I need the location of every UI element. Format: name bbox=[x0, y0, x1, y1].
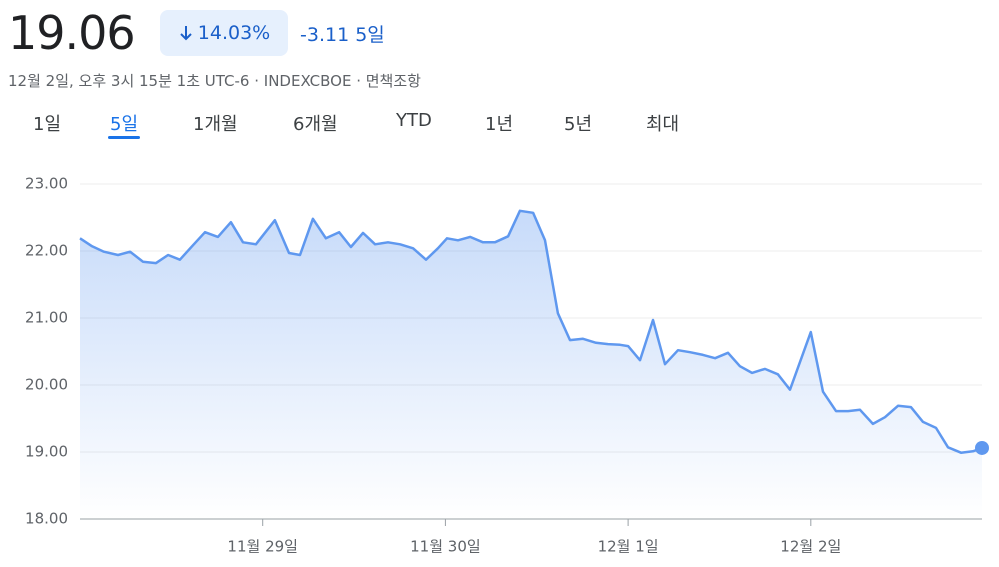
tab[interactable]: YTD bbox=[396, 110, 432, 131]
y-tick-label: 18.00 bbox=[25, 510, 68, 528]
x-tick-label: 11월 29일 bbox=[227, 538, 298, 556]
tab[interactable]: 1개월 bbox=[193, 114, 238, 135]
x-tick-label: 11월 30일 bbox=[410, 538, 481, 556]
price-line bbox=[79, 209, 983, 454]
y-tick-label: 19.00 bbox=[25, 443, 68, 461]
last-point bbox=[975, 440, 989, 455]
period: 5일 bbox=[355, 24, 385, 46]
change-value: -3.11 bbox=[300, 24, 350, 46]
tab[interactable]: 5년 bbox=[564, 114, 593, 135]
y-tick-label: 21.00 bbox=[25, 309, 68, 327]
y-tick-label: 23.00 bbox=[25, 175, 68, 193]
tab[interactable]: 1년 bbox=[485, 114, 514, 135]
tab[interactable]: 1일 bbox=[33, 114, 62, 135]
price: 19.06 bbox=[8, 6, 136, 60]
y-tick-label: 20.00 bbox=[25, 376, 68, 394]
x-tick-label: 12월 2일 bbox=[780, 538, 841, 556]
area bbox=[80, 210, 982, 520]
x-tick-label: 12월 1일 bbox=[598, 538, 659, 556]
change-percent: 14.03% bbox=[197, 22, 271, 44]
tab[interactable]: 5일 bbox=[110, 114, 139, 135]
tab[interactable]: 6개월 bbox=[293, 114, 338, 135]
change-badge: 14.03% bbox=[160, 10, 288, 56]
down-arrow bbox=[180, 26, 192, 41]
subtitle: 12월 2일, 오후 3시 15분 1초 UTC-6 · INDEXCBOE ·… bbox=[8, 72, 421, 90]
change: -3.11 5일 bbox=[300, 20, 385, 47]
y-tick-label: 22.00 bbox=[25, 242, 68, 260]
tab-underline bbox=[108, 136, 140, 139]
tab[interactable]: 최대 bbox=[646, 114, 680, 135]
